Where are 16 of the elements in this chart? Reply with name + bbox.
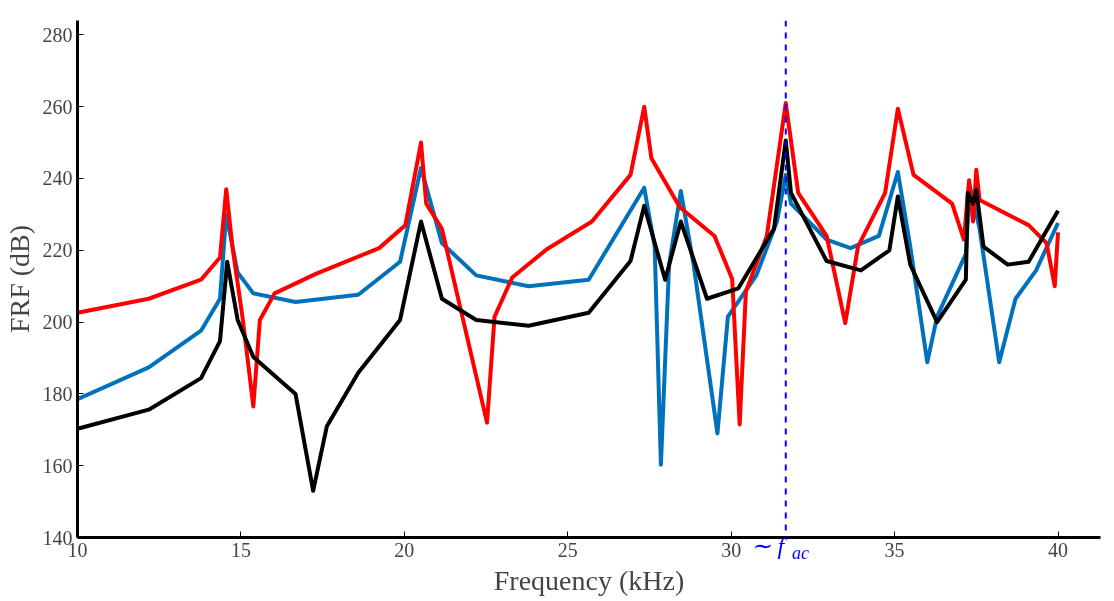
y-tick-label: 200	[42, 311, 73, 334]
y-axis-title: FRF (dB)	[3, 224, 35, 334]
x-tick-label: 20	[394, 538, 415, 561]
x-tick-label: 35	[884, 538, 905, 561]
x-tick-label: 15	[230, 538, 251, 561]
x-tick-label: 30	[721, 538, 742, 561]
x-axis-title: Frequency (kHz)	[493, 564, 685, 596]
x-tick-label: 40	[1048, 538, 1069, 561]
y-tick-label: 180	[42, 382, 73, 405]
y-tick-label: 240	[42, 167, 73, 190]
line-series	[77, 101, 1061, 427]
y-tick-label: 280	[42, 23, 73, 46]
y-tick-label: 160	[42, 454, 73, 477]
y-tick-label: 260	[42, 95, 73, 118]
x-tick-label: 25	[557, 538, 578, 561]
y-tick-label: 220	[42, 239, 73, 262]
